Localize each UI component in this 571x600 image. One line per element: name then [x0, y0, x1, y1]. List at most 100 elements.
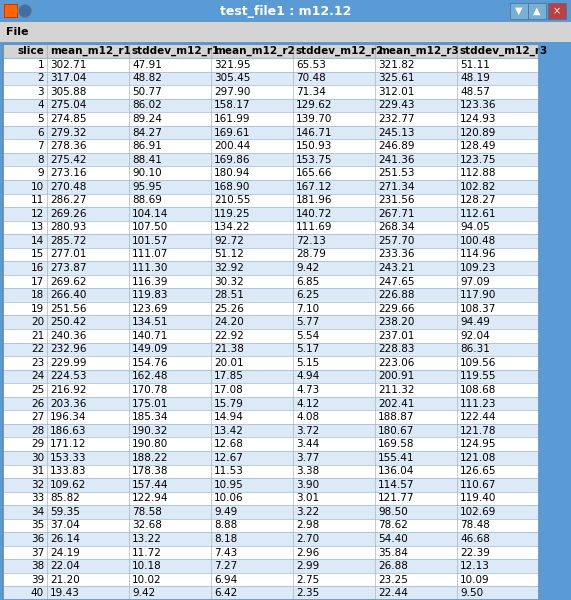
Text: 21.20: 21.20 — [50, 575, 80, 584]
Text: 273.16: 273.16 — [50, 168, 86, 178]
Bar — [3, 356, 539, 370]
Text: 270.48: 270.48 — [50, 182, 86, 192]
Bar — [3, 166, 539, 180]
Bar — [3, 180, 539, 193]
Bar — [3, 329, 539, 343]
Text: 8.18: 8.18 — [214, 534, 237, 544]
Bar — [3, 153, 539, 166]
Text: 237.01: 237.01 — [378, 331, 415, 341]
Bar — [3, 559, 539, 573]
Text: 3.38: 3.38 — [296, 466, 319, 476]
Text: 257.70: 257.70 — [378, 236, 415, 246]
Bar — [0, 0, 571, 22]
Text: 269.62: 269.62 — [50, 277, 86, 287]
Text: 23.25: 23.25 — [378, 575, 408, 584]
Text: 10.18: 10.18 — [132, 561, 162, 571]
Bar — [3, 478, 539, 491]
Text: 4.12: 4.12 — [296, 398, 319, 409]
Text: 92.72: 92.72 — [214, 236, 244, 246]
Text: 4.94: 4.94 — [296, 371, 319, 382]
Text: 129.62: 129.62 — [296, 100, 332, 110]
Text: 277.01: 277.01 — [50, 250, 86, 259]
Bar — [3, 58, 539, 71]
Text: 2.35: 2.35 — [296, 588, 319, 598]
Text: 48.82: 48.82 — [132, 73, 162, 83]
Text: 35.84: 35.84 — [378, 548, 408, 557]
Bar — [5, 5, 17, 17]
Text: 267.71: 267.71 — [378, 209, 415, 219]
Text: 86.31: 86.31 — [460, 344, 490, 355]
Text: 84.27: 84.27 — [132, 128, 162, 137]
Text: 14.94: 14.94 — [214, 412, 244, 422]
Text: 34: 34 — [31, 507, 44, 517]
Text: ▼: ▼ — [515, 6, 522, 16]
Text: 109.23: 109.23 — [460, 263, 496, 273]
Text: 122.44: 122.44 — [460, 412, 497, 422]
Text: 104.14: 104.14 — [132, 209, 168, 219]
Text: 271.34: 271.34 — [378, 182, 415, 192]
Text: 150.93: 150.93 — [296, 141, 332, 151]
Text: 251.53: 251.53 — [378, 168, 415, 178]
Text: stddev_m12_r3: stddev_m12_r3 — [460, 46, 548, 56]
Text: 111.30: 111.30 — [132, 263, 168, 273]
Text: 17: 17 — [31, 277, 44, 287]
Text: 8.88: 8.88 — [214, 520, 237, 530]
Text: 40: 40 — [31, 588, 44, 598]
Text: mean_m12_r1: mean_m12_r1 — [50, 46, 131, 56]
Text: 280.93: 280.93 — [50, 223, 86, 232]
Text: 273.87: 273.87 — [50, 263, 86, 273]
Text: 13: 13 — [31, 223, 44, 232]
Bar — [3, 221, 539, 234]
Text: 121.08: 121.08 — [460, 453, 496, 463]
Text: 78.48: 78.48 — [460, 520, 490, 530]
Text: 133.83: 133.83 — [50, 466, 86, 476]
Text: 14: 14 — [31, 236, 44, 246]
Text: 165.66: 165.66 — [296, 168, 332, 178]
Text: 24.20: 24.20 — [214, 317, 244, 327]
Text: 5: 5 — [37, 114, 44, 124]
Text: 98.50: 98.50 — [378, 507, 408, 517]
Text: 10.06: 10.06 — [214, 493, 244, 503]
Text: 32.68: 32.68 — [132, 520, 162, 530]
Text: 11: 11 — [31, 195, 44, 205]
Text: 5.15: 5.15 — [296, 358, 319, 368]
Text: 3.90: 3.90 — [296, 480, 319, 490]
Text: 223.06: 223.06 — [378, 358, 415, 368]
Text: 6: 6 — [37, 128, 44, 137]
Text: mean_m12_r3: mean_m12_r3 — [378, 46, 459, 56]
Text: File: File — [6, 27, 29, 37]
Text: 302.71: 302.71 — [50, 60, 86, 70]
Text: 161.99: 161.99 — [214, 114, 251, 124]
Text: 114.96: 114.96 — [460, 250, 497, 259]
Text: 22.39: 22.39 — [460, 548, 490, 557]
Text: 119.40: 119.40 — [460, 493, 496, 503]
Bar — [3, 248, 539, 261]
Text: 1: 1 — [37, 60, 44, 70]
Text: 169.86: 169.86 — [214, 155, 251, 164]
Text: 9.42: 9.42 — [296, 263, 319, 273]
Text: 20.01: 20.01 — [214, 358, 244, 368]
Text: 154.76: 154.76 — [132, 358, 168, 368]
Text: 178.38: 178.38 — [132, 466, 168, 476]
Bar — [3, 573, 539, 586]
Text: 190.32: 190.32 — [132, 425, 168, 436]
Text: 175.01: 175.01 — [132, 398, 168, 409]
Text: 28: 28 — [31, 425, 44, 436]
Text: 216.92: 216.92 — [50, 385, 86, 395]
Bar — [3, 424, 539, 437]
Text: 169.61: 169.61 — [214, 128, 251, 137]
Text: 86.91: 86.91 — [132, 141, 162, 151]
Text: 10.95: 10.95 — [214, 480, 244, 490]
Text: 102.82: 102.82 — [460, 182, 496, 192]
Text: 3.22: 3.22 — [296, 507, 319, 517]
Text: 121.78: 121.78 — [460, 425, 497, 436]
Text: 140.72: 140.72 — [296, 209, 332, 219]
Text: 22: 22 — [31, 344, 44, 355]
Text: 157.44: 157.44 — [132, 480, 168, 490]
Text: 2.99: 2.99 — [296, 561, 319, 571]
Text: 108.68: 108.68 — [460, 385, 496, 395]
Text: 26.88: 26.88 — [378, 561, 408, 571]
Text: 16: 16 — [31, 263, 44, 273]
Bar — [3, 85, 539, 98]
Text: 268.34: 268.34 — [378, 223, 415, 232]
